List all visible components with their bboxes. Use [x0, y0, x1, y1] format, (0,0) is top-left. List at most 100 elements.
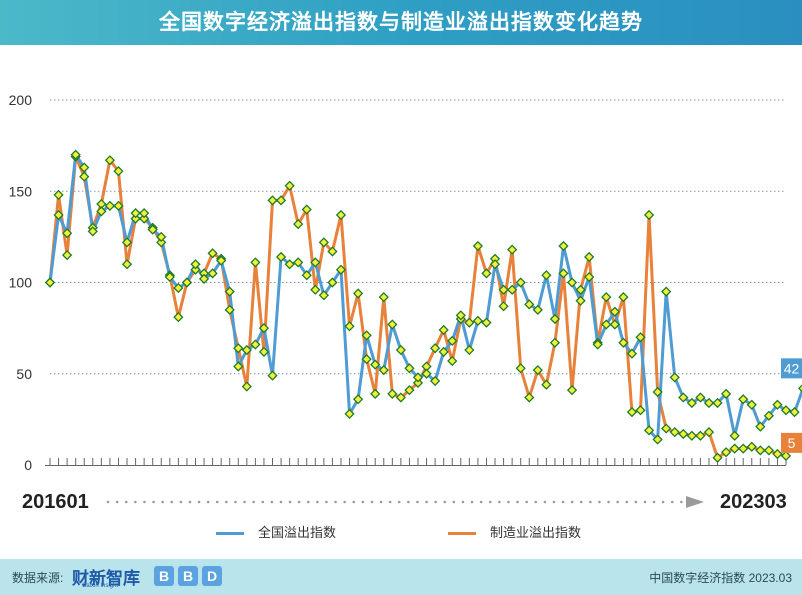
legend-label-manufacturing: 制造业溢出指数 [490, 525, 582, 540]
data-point-national [61, 228, 73, 239]
data-point-national [549, 313, 561, 325]
data-point-manufacturing [156, 237, 167, 248]
data-point-manufacturing [772, 448, 783, 460]
data-point-national [250, 339, 261, 350]
data-point-manufacturing [678, 428, 689, 440]
series-line-national [48, 153, 802, 441]
x-tick-marks [45, 458, 787, 466]
data-point-national [96, 206, 107, 217]
data-point-national [686, 397, 697, 409]
data-point-national [139, 208, 150, 219]
data-point-national [267, 370, 278, 381]
data-point-national [643, 425, 655, 436]
data-point-manufacturing [250, 257, 261, 268]
legend-swatch-manufacturing [448, 532, 476, 536]
data-point-manufacturing [609, 319, 620, 330]
data-point-manufacturing [618, 291, 629, 303]
data-point-national [498, 284, 509, 295]
end-label-box [781, 432, 802, 453]
data-point-manufacturing [404, 385, 415, 396]
data-point-manufacturing [669, 427, 680, 438]
data-point-national [481, 317, 492, 328]
data-point-national [438, 346, 449, 357]
data-point-manufacturing [370, 388, 381, 399]
data-point-manufacturing [395, 392, 407, 403]
data-point-national [489, 259, 501, 270]
index-note: 中国数字经济指数 2023.03 [649, 571, 792, 585]
data-point-manufacturing [584, 251, 595, 263]
data-point-manufacturing [601, 291, 612, 303]
data-point-national [455, 310, 466, 321]
data-point-manufacturing [481, 268, 492, 279]
end-label-text: 5 [788, 435, 796, 451]
data-point-national [541, 270, 552, 281]
data-point-national [224, 286, 235, 297]
data-point-manufacturing [524, 392, 535, 403]
data-point-national [592, 339, 603, 350]
data-point-manufacturing [344, 321, 355, 332]
data-point-manufacturing [387, 388, 398, 399]
data-point-national [763, 410, 775, 421]
data-point-national [79, 162, 90, 173]
title-bar: 全国数字经济溢出指数与制造业溢出指数变化趋势 [0, 0, 802, 45]
data-point-national [780, 405, 792, 416]
data-point-national [301, 270, 312, 281]
data-point-national [344, 408, 355, 420]
legend-label-national: 全国溢出指数 [258, 525, 337, 540]
series-line-manufacturing [48, 155, 788, 460]
data-point-national [447, 335, 458, 347]
y-tick-label: 100 [9, 275, 33, 291]
data-point-national [327, 277, 338, 288]
data-point-national [515, 277, 526, 288]
data-point-manufacturing [464, 317, 475, 328]
data-point-national [626, 348, 638, 359]
data-point-manufacturing [703, 427, 715, 438]
data-point-manufacturing [532, 364, 543, 376]
brand-logo-text: 财新智库 [72, 569, 140, 588]
data-point-national [164, 271, 175, 283]
data-point-national [70, 149, 81, 160]
data-point-national [258, 323, 270, 334]
data-point-national [412, 372, 424, 383]
data-point-national [395, 344, 407, 356]
data-point-national [738, 394, 749, 405]
data-point-manufacturing [635, 405, 646, 416]
data-point-manufacturing [712, 452, 723, 463]
data-point-national [584, 271, 595, 283]
data-point-national [404, 363, 415, 374]
data-point-national [130, 208, 141, 219]
data-point-manufacturing [267, 195, 278, 206]
svg-text:B: B [183, 568, 193, 584]
data-point-national [472, 315, 484, 326]
data-point-manufacturing [293, 218, 304, 230]
data-point-national [121, 237, 133, 248]
legend-item-manufacturing: 制造业溢出指数 [448, 522, 581, 541]
series-layer [48, 153, 802, 460]
data-point-manufacturing [190, 264, 201, 275]
y-tick-label: 50 [16, 366, 32, 382]
data-point-national [661, 286, 672, 297]
data-point-manufacturing [541, 379, 552, 390]
data-point-national [241, 344, 252, 356]
data-point-national [652, 434, 663, 445]
data-point-manufacturing [472, 240, 484, 252]
x-end-label: 202303 [720, 491, 787, 513]
time-axis-arrow [106, 496, 704, 508]
data-point-national [678, 392, 689, 403]
marker-layer [44, 149, 802, 463]
data-point-manufacturing [763, 445, 775, 456]
data-point-national [609, 306, 620, 317]
data-point-national [618, 337, 629, 348]
data-point-manufacturing [498, 301, 509, 312]
data-point-national [361, 330, 372, 341]
data-point-national [695, 392, 706, 403]
data-point-manufacturing [241, 381, 252, 392]
data-point-manufacturing [558, 268, 569, 279]
data-point-national [370, 359, 381, 370]
data-point-national [789, 406, 800, 418]
end-labels: 42 5 [781, 358, 802, 453]
data-point-national [216, 255, 227, 266]
x-start-label: 201601 [22, 491, 89, 513]
end-label-box [781, 358, 802, 379]
data-point-manufacturing [61, 250, 73, 261]
